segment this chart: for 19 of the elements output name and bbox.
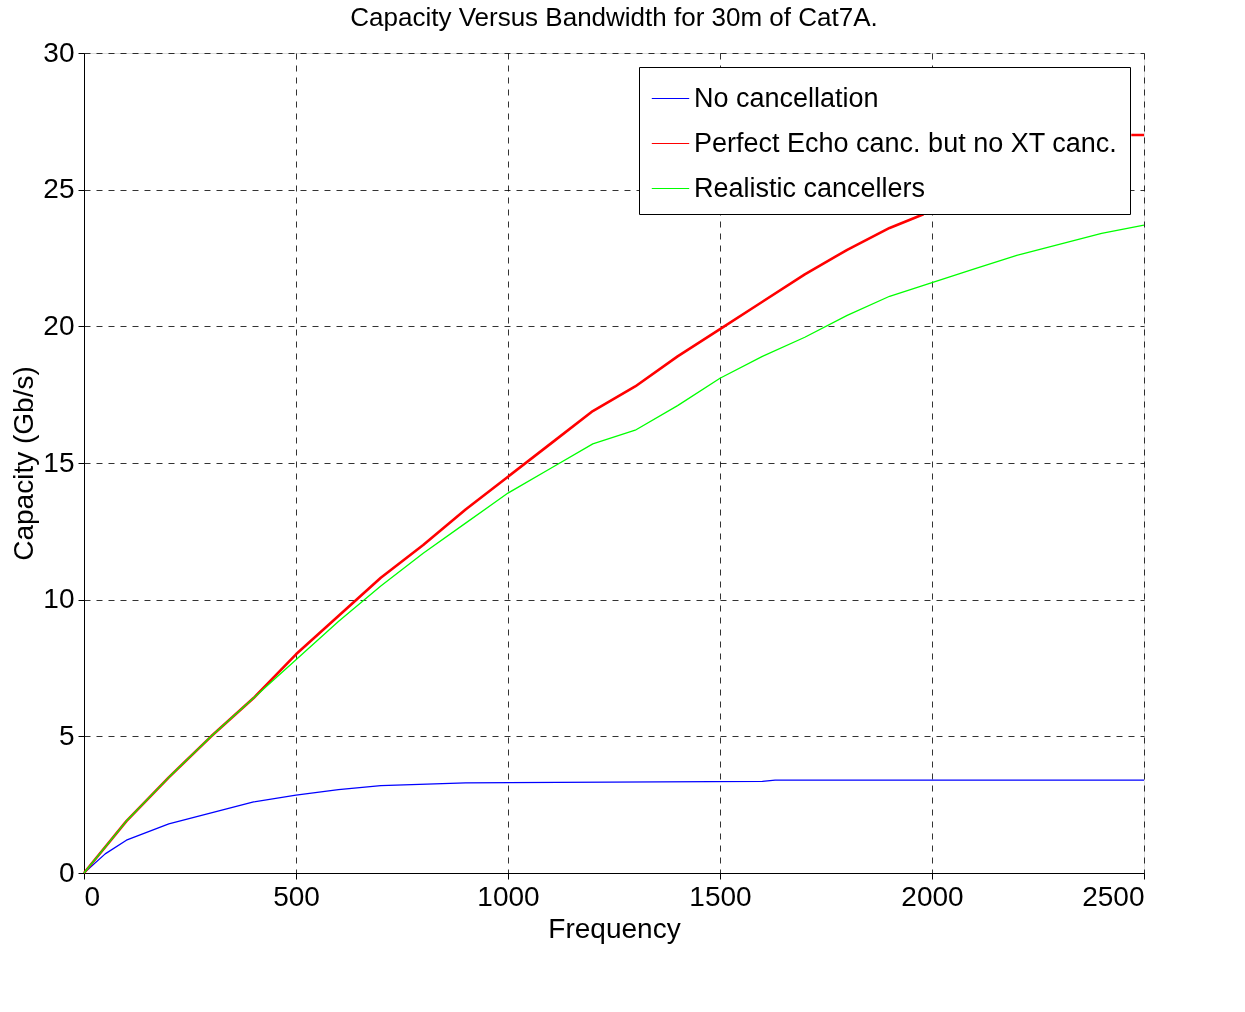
y-tick-label: 15: [43, 446, 75, 478]
x-tick-label: 2000: [901, 880, 964, 912]
x-tick-label: 0: [84, 880, 101, 912]
y-tick-label: 0: [58, 856, 75, 888]
x-tick-label: 500: [273, 880, 320, 912]
legend-label: Realistic cancellers: [694, 172, 926, 203]
x-tick-label: 1500: [689, 880, 752, 912]
y-tick-label: 30: [43, 36, 75, 68]
y-tick-label: 20: [43, 309, 75, 341]
legend-label: Perfect Echo canc. but no XT canc.: [694, 127, 1117, 158]
y-tick-label: 25: [43, 173, 75, 205]
y-tick-label: 10: [43, 583, 75, 615]
x-tick-label: 1000: [477, 880, 540, 912]
y-tick-label: 5: [58, 719, 75, 751]
chart-title: Capacity Versus Bandwidth for 30m of Cat7A.: [350, 2, 878, 32]
x-tick-label: 2500: [1082, 880, 1145, 912]
x-axis-title: Frequency: [548, 912, 681, 944]
y-axis-title: Capacity (Gb/s): [8, 366, 40, 561]
legend-label: No cancellation: [694, 82, 879, 113]
